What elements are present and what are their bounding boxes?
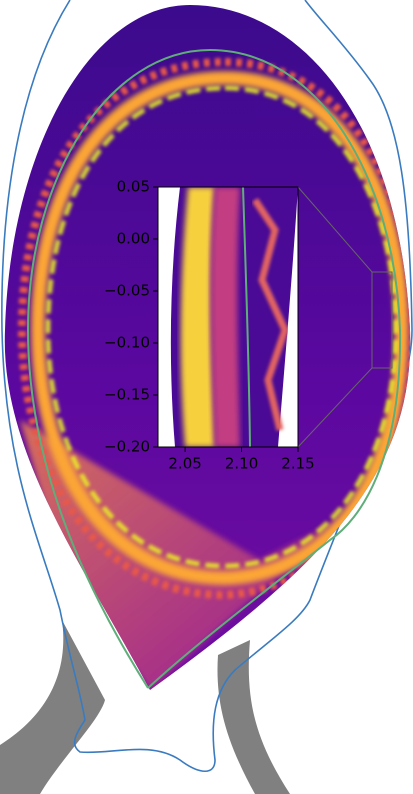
y-tick-label: 0.05: [117, 178, 150, 196]
y-tick-label: 0.00: [117, 230, 150, 248]
y-tick-label: −0.05: [104, 282, 150, 300]
y-tick-label: −0.15: [104, 386, 150, 404]
y-tick-label: −0.10: [104, 334, 150, 352]
y-tick-label: −0.20: [104, 438, 150, 456]
figure: 2.05 2.10 2.15 0.05 0.00 −0.05 −0.10 −0.15 −0.20: [0, 0, 413, 794]
x-tick-label: 2.10: [225, 455, 258, 473]
inset-field: [171, 187, 298, 447]
x-tick-label: 2.15: [281, 455, 314, 473]
x-tick-label: 2.05: [168, 455, 201, 473]
